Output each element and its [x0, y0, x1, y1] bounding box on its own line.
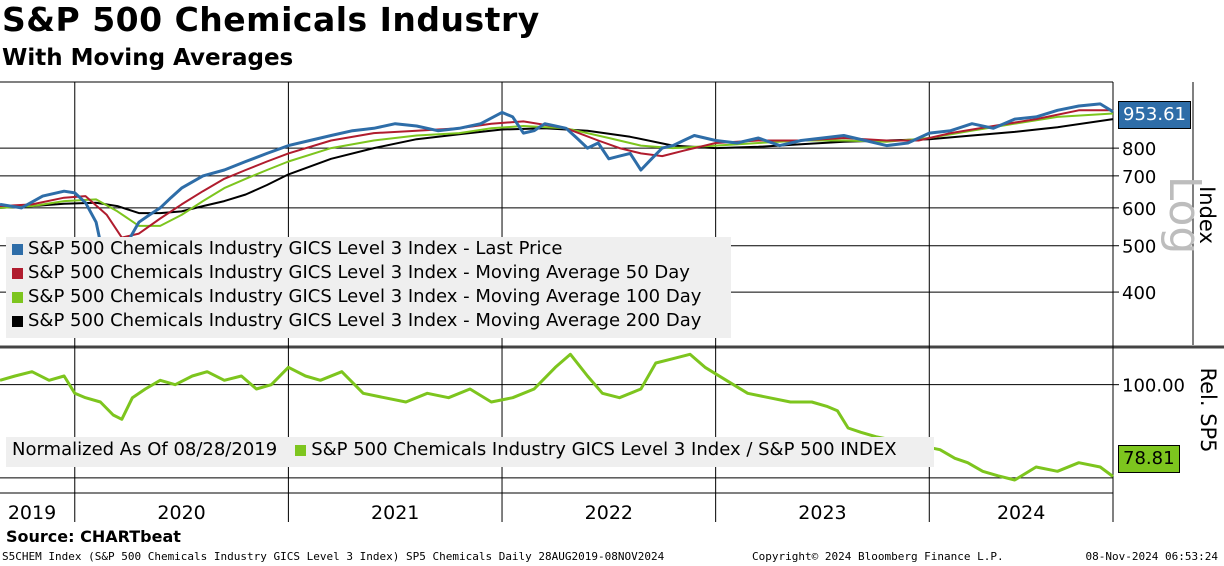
legend-swatch-relative [295, 444, 307, 456]
legend-item-relative: Normalized As Of 08/28/2019 S&P 500 Chem… [12, 437, 928, 463]
legend-item-last-price: S&P 500 Chemicals Industry GICS Level 3 … [12, 237, 725, 261]
series-line-ma50 [0, 109, 1113, 239]
series-line-last-price [0, 102, 1114, 294]
y-axis-label-rel: Rel. SP5 [1196, 367, 1220, 452]
footer-timestamp: 08-Nov-2024 06:53:24 [1085, 550, 1218, 563]
legend-label: S&P 500 Chemicals Industry GICS Level 3 … [28, 262, 690, 283]
log-scale-watermark: Log [1159, 176, 1210, 255]
y-tick-label-main: 500 [1122, 237, 1156, 258]
source-note: Source: CHARTbeat [6, 527, 181, 546]
legend-item-ma50: S&P 500 Chemicals Industry GICS Level 3 … [12, 261, 725, 285]
footer-description: S5CHEM Index (S&P 500 Chemicals Industry… [2, 550, 665, 563]
x-tick-label-year: 2019 [8, 502, 56, 524]
relative-legend: Normalized As Of 08/28/2019 S&P 500 Chem… [6, 437, 934, 467]
x-tick-label-year: 2023 [798, 502, 846, 524]
legend-item-ma200: S&P 500 Chemicals Industry GICS Level 3 … [12, 309, 725, 333]
legend-label: S&P 500 Chemicals Industry GICS Level 3 … [28, 286, 702, 307]
legend-label: S&P 500 Chemicals Industry GICS Level 3 … [28, 310, 702, 331]
last-price-tag: 953.61 [1118, 101, 1191, 129]
chart-title: S&P 500 Chemicals Industry [2, 0, 540, 39]
y-tick-label-main: 700 [1122, 167, 1156, 188]
legend-swatch-ma100 [12, 291, 23, 303]
y-axis-label-index: Index [1195, 186, 1219, 244]
legend-label: S&P 500 Chemicals Industry GICS Level 3 … [311, 439, 897, 460]
main-series-group [0, 102, 1114, 294]
y-tick-label-main: 400 [1122, 283, 1156, 304]
x-tick-label-year: 2022 [585, 502, 633, 524]
legend-label: S&P 500 Chemicals Industry GICS Level 3 … [28, 238, 563, 259]
legend-item-ma100: S&P 500 Chemicals Industry GICS Level 3 … [12, 285, 725, 309]
y-tick-label-main: 600 [1122, 199, 1156, 220]
legend-swatch-ma200 [12, 315, 23, 327]
y-tick-label-main: 800 [1122, 139, 1156, 160]
footer-copyright: Copyright© 2024 Bloomberg Finance L.P. [752, 550, 1004, 563]
legend-swatch-last-price [12, 243, 23, 255]
x-tick-label-year: 2024 [997, 502, 1045, 524]
relative-last-tag: 78.81 [1118, 445, 1180, 473]
x-tick-label-year: 2021 [371, 502, 419, 524]
y-tick-label-rel: 100.00 [1122, 376, 1185, 397]
chart-subtitle: With Moving Averages [2, 45, 294, 71]
main-legend: S&P 500 Chemicals Industry GICS Level 3 … [6, 237, 731, 338]
legend-normalized-note: Normalized As Of 08/28/2019 [12, 439, 278, 460]
legend-swatch-ma50 [12, 267, 23, 279]
axis-labels: 400 500 600 700 800 100.00 2019 2020 2021 2022 202… [8, 139, 1185, 524]
x-tick-label-year: 2020 [157, 502, 205, 524]
